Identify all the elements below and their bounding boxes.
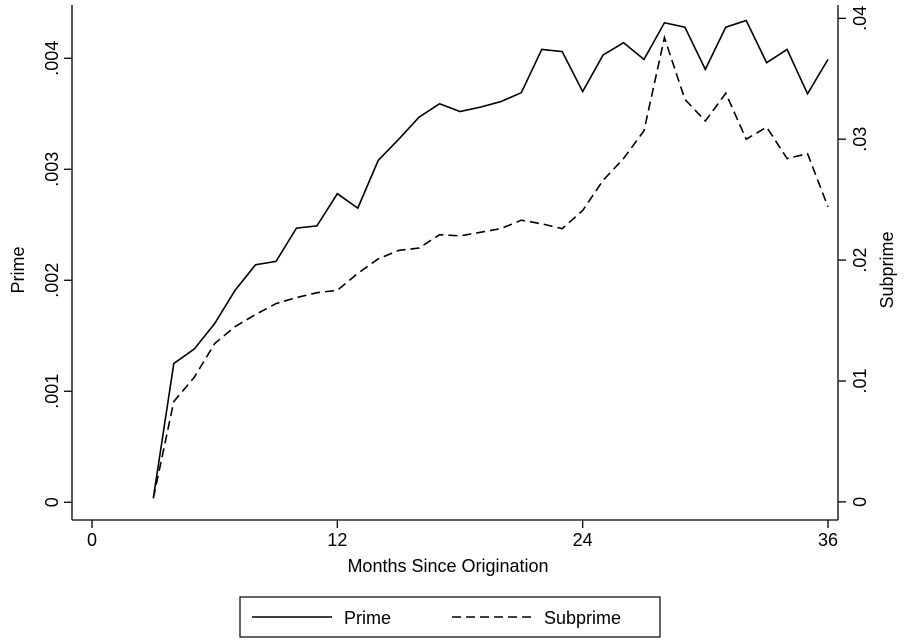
y2-tick-label: .04 bbox=[850, 6, 870, 31]
line-series bbox=[152, 19, 829, 498]
x-tick-label: 36 bbox=[818, 530, 838, 550]
y-tick-label: .002 bbox=[42, 263, 62, 298]
y-tick-label: .003 bbox=[42, 152, 62, 187]
x-tick-label: 0 bbox=[87, 530, 97, 550]
y2-tick-label: 0 bbox=[850, 497, 870, 507]
x-tick-label: 12 bbox=[327, 530, 347, 550]
y2-tick-label: .03 bbox=[850, 127, 870, 152]
x-tick-label: 24 bbox=[573, 530, 593, 550]
y-tick-label: .004 bbox=[42, 41, 62, 76]
y-axis-title: Prime bbox=[8, 246, 28, 293]
x-axis-title: Months Since Origination bbox=[347, 556, 548, 576]
line-series bbox=[152, 34, 829, 499]
y2-tick-label: .02 bbox=[850, 248, 870, 273]
y2-axis-title: Subprime bbox=[877, 231, 897, 308]
y-tick-label: .001 bbox=[42, 374, 62, 409]
y-tick-label: 0 bbox=[42, 497, 62, 507]
legend-label: Subprime bbox=[544, 608, 621, 628]
legend-label: Prime bbox=[344, 608, 391, 628]
y2-tick-label: .01 bbox=[850, 368, 870, 393]
